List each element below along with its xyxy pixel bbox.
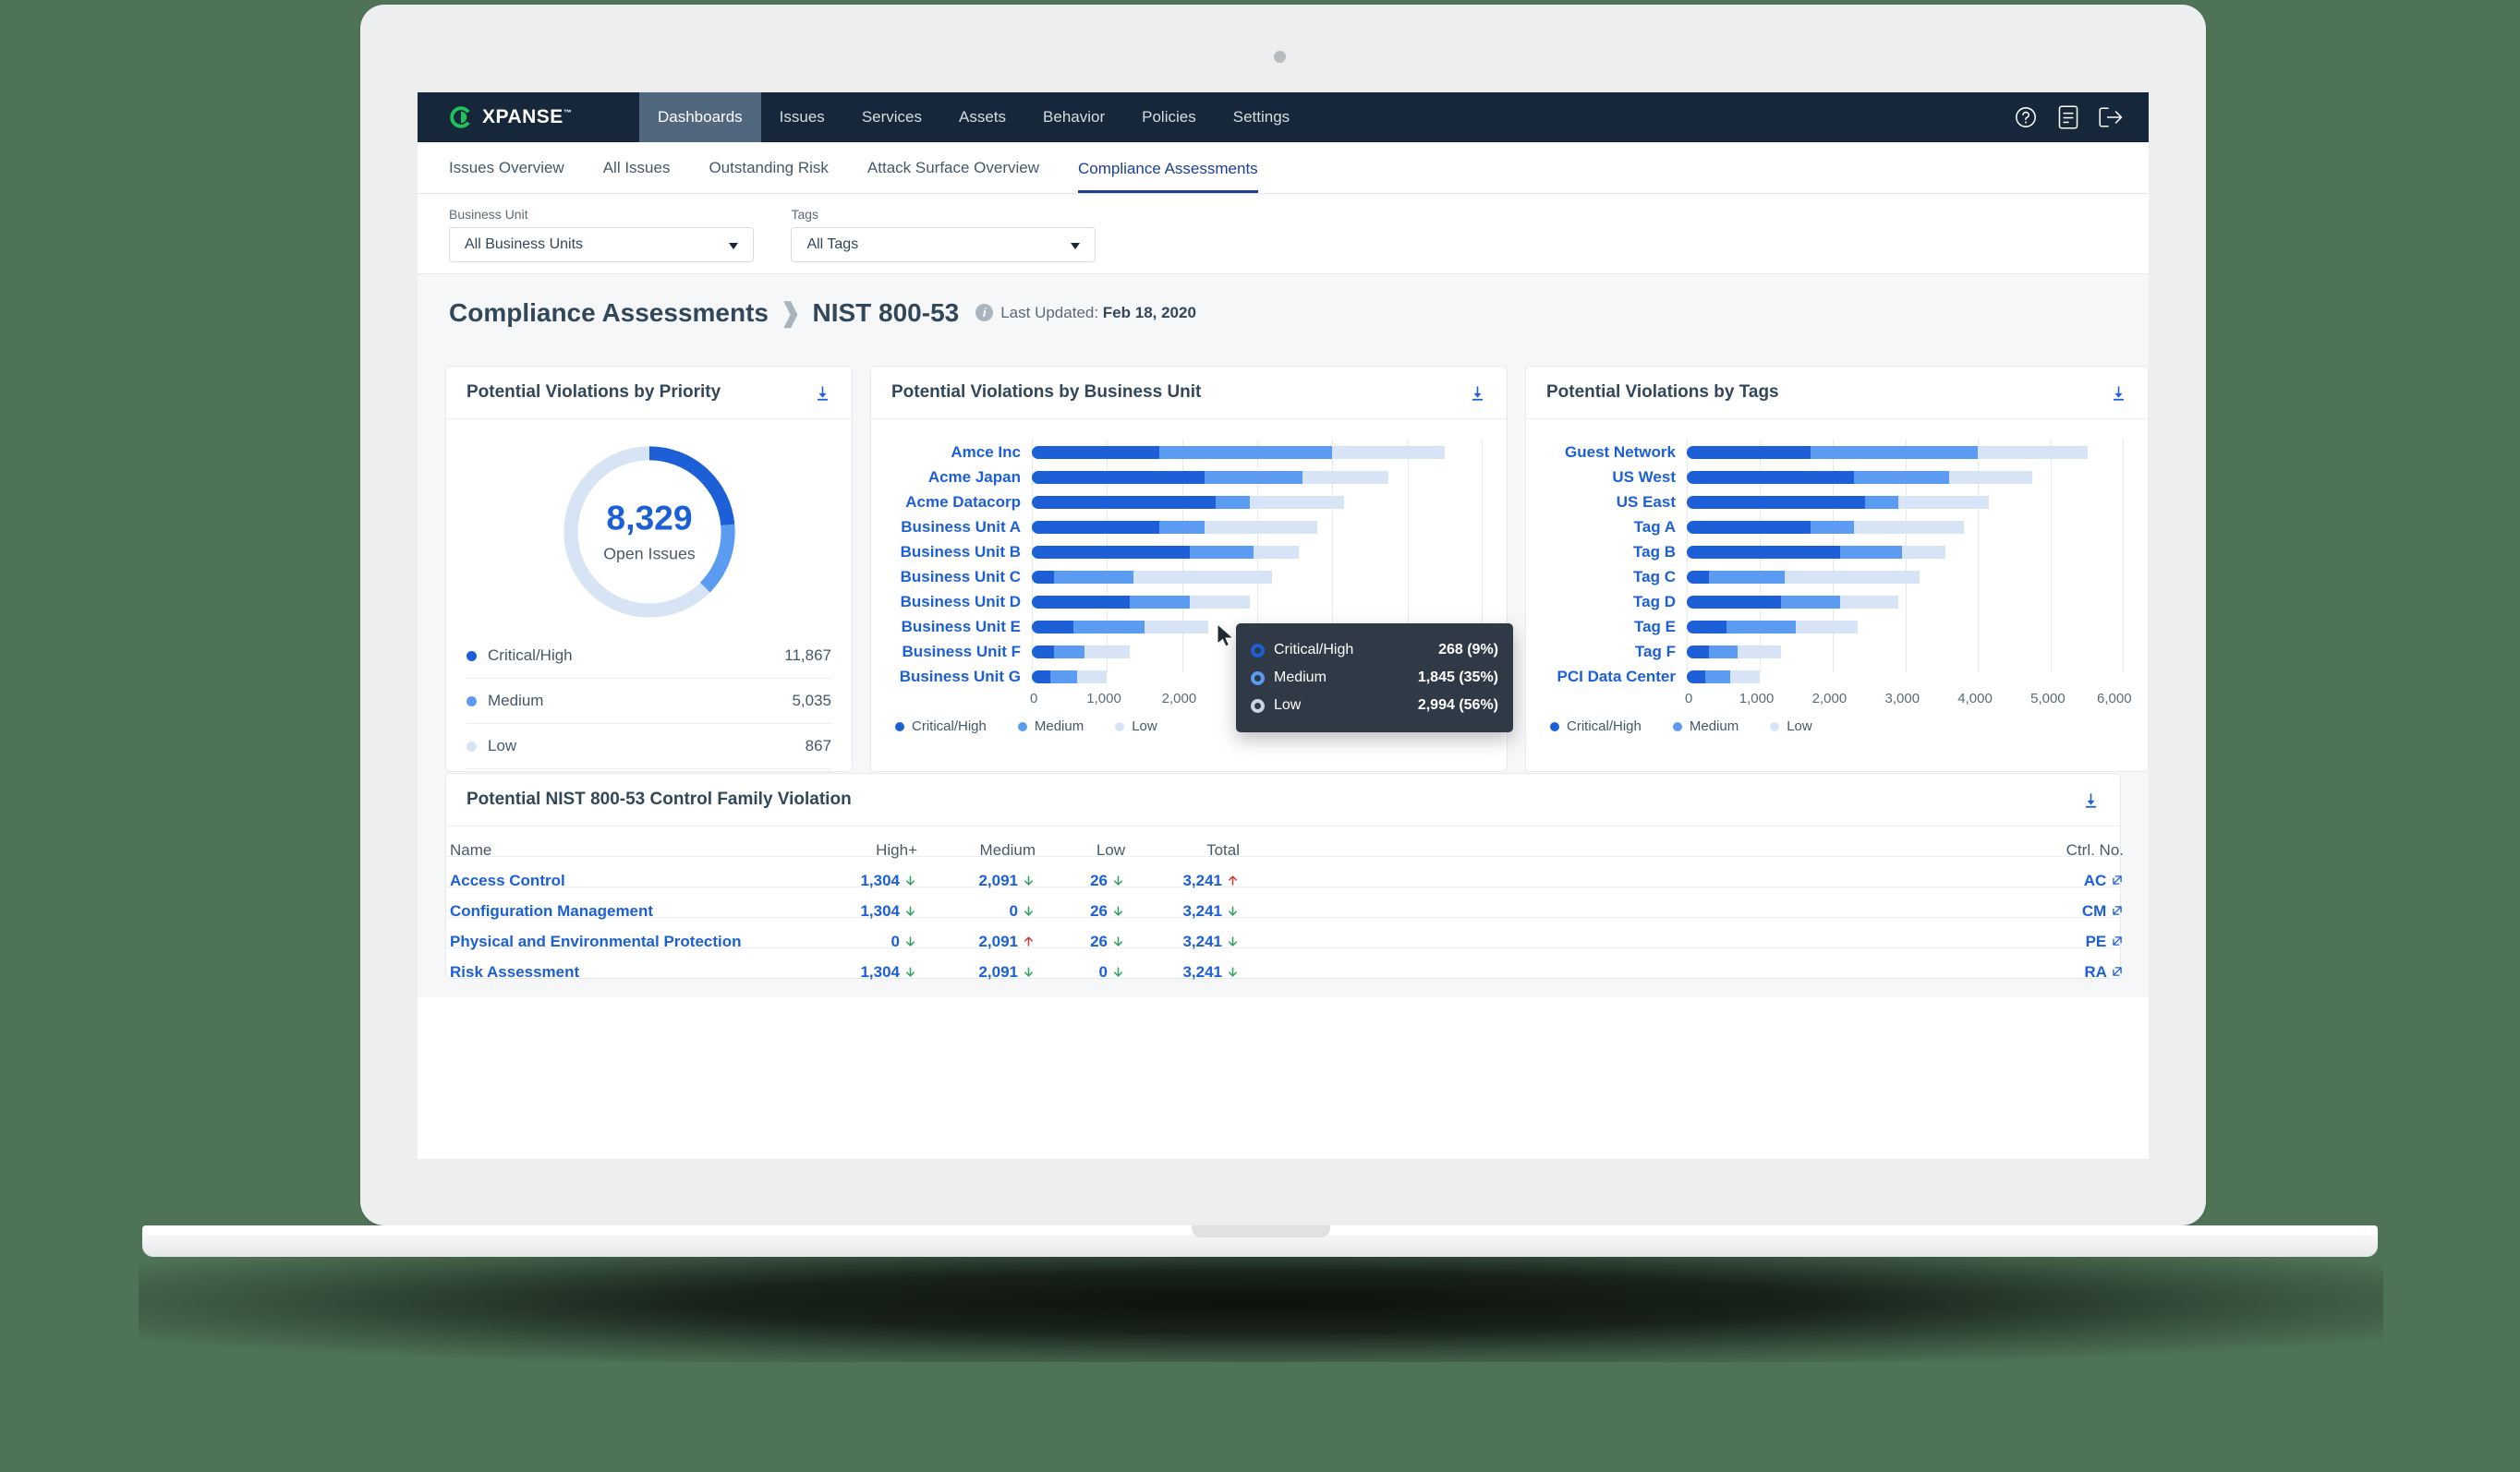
svg-text:8,329: 8,329 xyxy=(606,498,692,537)
svg-text:Open Issues: Open Issues xyxy=(603,544,696,562)
